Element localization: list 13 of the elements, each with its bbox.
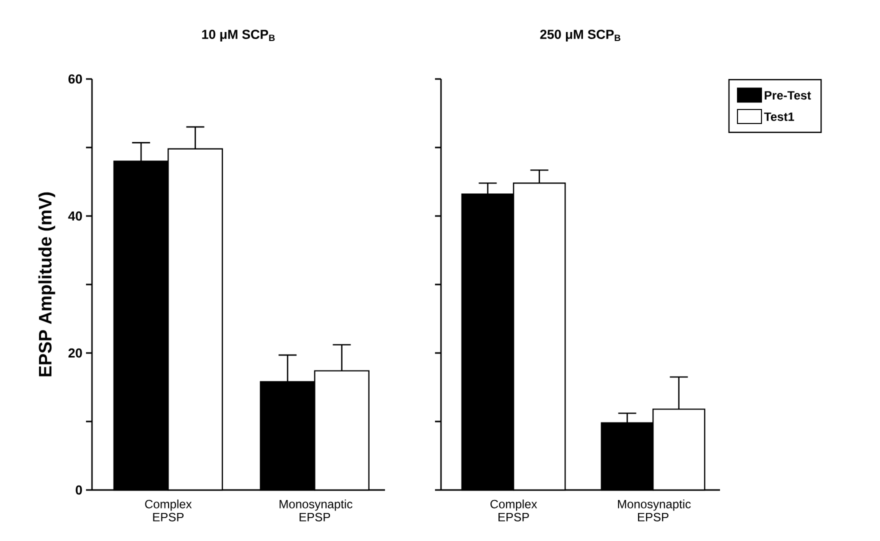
y-tick-label: 60 [68,74,82,84]
y-tick-label: 40 [68,211,82,221]
legend-label: Pre-Test [764,91,811,100]
y-tick-label: 0 [76,485,82,495]
x-tick-label: Monosynaptic EPSP [280,500,352,522]
x-tick-label: Complex EPSP [490,500,538,522]
x-tick-label: Monosynaptic EPSP [618,500,691,522]
chart-title: 10 μM SCP$_{B}$ [202,30,275,42]
x-tick-label: Complex EPSP [145,500,192,522]
y-tick-label: 20 [68,348,82,358]
y-axis-title: EPSP Amplitude (mV) [38,192,56,376]
chart-title: 250 μM SCP$_{B}$ [540,30,620,42]
legend-label: Test1 [764,112,794,121]
